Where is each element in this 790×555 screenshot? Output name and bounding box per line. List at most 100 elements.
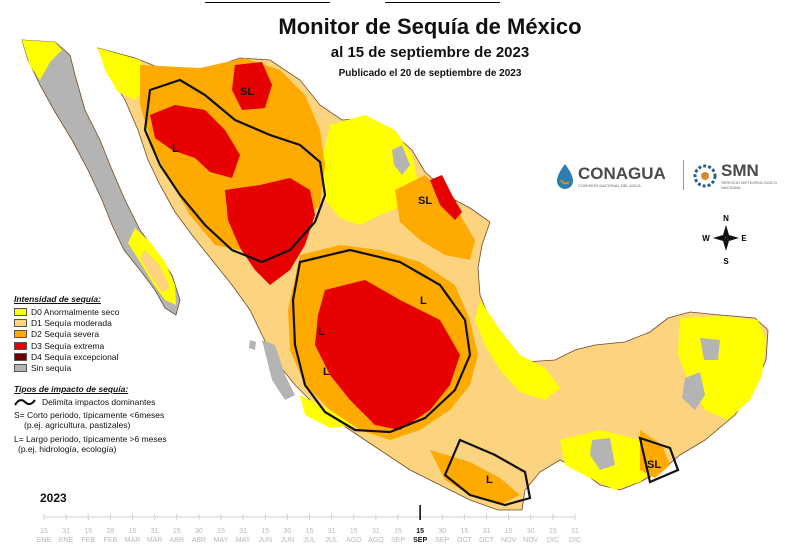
timeline-month: OCT xyxy=(457,537,473,544)
map-label-4: L xyxy=(420,295,427,307)
timeline-month: OCT xyxy=(479,537,495,544)
published-date: Publicado el 20 de septiembre de 2023 xyxy=(338,68,522,79)
conagua-tagline: COMISIÓN NACIONAL DEL AGUA xyxy=(578,182,641,188)
weather-gear-icon xyxy=(693,164,717,188)
legend-row: D4 Sequía excepcional xyxy=(14,351,214,362)
none-quintana-roo xyxy=(700,338,720,360)
map-label-8: SL xyxy=(647,459,661,471)
timeline-month: AGO xyxy=(368,537,384,544)
impact-long-1: L= Largo periodo, típicamente >6 meses xyxy=(14,434,167,444)
impact-long-2: (p.ej. hidrología, ecología) xyxy=(18,444,117,454)
timeline-day: 15 xyxy=(84,528,92,535)
compass-n: N xyxy=(723,214,729,223)
none-sinaloa xyxy=(262,340,295,400)
d0-gulf xyxy=(475,300,560,400)
timeline-day: 15 xyxy=(505,528,513,535)
timeline-month: FEB xyxy=(104,537,118,544)
none-coahuila xyxy=(392,145,410,175)
water-drop-icon xyxy=(557,164,573,189)
timeline-month: JUL xyxy=(325,537,338,544)
impact-line-row: Delimita impactos dominantes xyxy=(14,397,234,407)
timeline-month: JUN xyxy=(281,537,295,544)
intensity-legend: Intensidad de sequía: D0 Anormalmente se… xyxy=(14,294,214,374)
impact-line-icon xyxy=(14,399,36,406)
baja-d0-north xyxy=(22,40,62,80)
timeline-day: 31 xyxy=(571,528,579,535)
timeline-month: SEP xyxy=(435,537,449,544)
impact-boundary-yucatan xyxy=(638,436,680,484)
d3-central xyxy=(315,280,460,430)
smn-tagline: SERVICIO METEOROLÓGICO NACIONAL xyxy=(721,180,777,190)
d3-sonora xyxy=(150,105,240,178)
timeline-day: 30 xyxy=(527,528,535,535)
impact-short-1: S= Corto periodo, típicamente <6meses xyxy=(14,410,165,420)
map-label-7: L xyxy=(486,474,493,486)
legend-row: D3 Sequía extrema xyxy=(14,340,214,351)
timeline-month: MAY xyxy=(236,537,251,544)
legend-row: Sin sequía xyxy=(14,362,214,373)
compass-s: S xyxy=(723,257,729,266)
compass-e: E xyxy=(741,234,747,243)
timeline-day: 31 xyxy=(239,528,247,535)
legend-label: Sin sequía xyxy=(31,363,72,374)
compass-w: W xyxy=(702,234,710,243)
impact-boundary-central xyxy=(291,248,472,434)
timeline-day: 15 xyxy=(394,528,402,535)
timeline-day: 30 xyxy=(438,528,446,535)
map-label-5: L xyxy=(318,326,325,338)
timeline-day: 30 xyxy=(195,528,203,535)
baja-d1-south xyxy=(140,250,170,292)
none-yucatan xyxy=(682,372,705,410)
timeline-day: 15 xyxy=(306,528,314,535)
timeline-month: ENE xyxy=(37,537,52,544)
d3-tamaulipas xyxy=(430,175,462,220)
timeline-day: 30 xyxy=(283,528,291,535)
legend-label: D3 Sequía extrema xyxy=(31,340,105,351)
timeline-month: MAY xyxy=(214,537,229,544)
legend-row: D1 Sequía moderada xyxy=(14,317,214,328)
timeline-day: 15 xyxy=(549,528,557,535)
none-chiapas xyxy=(590,438,615,470)
impact-legend-heading: Tipos de impacto de sequía: xyxy=(14,384,129,394)
d2-oaxaca xyxy=(430,450,520,505)
map-title: Monitor de Sequía de México xyxy=(278,14,582,39)
timeline-month: ABR xyxy=(170,537,184,544)
timeline-day: 15 xyxy=(40,528,48,535)
impact-legend: Tipos de impacto de sequía: Delimita imp… xyxy=(14,384,234,454)
impact-line-label: Delimita impactos dominantes xyxy=(42,397,156,407)
timeline-month: MAR xyxy=(125,537,141,544)
timeline-day: 15 xyxy=(217,528,225,535)
timeline-day: 31 xyxy=(151,528,159,535)
timeline-month: JUN xyxy=(258,537,272,544)
timeline-month: SEP xyxy=(391,537,405,544)
top-rule-left xyxy=(205,2,330,3)
timeline-day: 28 xyxy=(106,528,114,535)
timeline-month: SEP xyxy=(413,537,427,544)
top-rule-right xyxy=(385,2,500,3)
timeline-day: 31 xyxy=(483,528,491,535)
smn-name: SMN xyxy=(721,161,759,180)
legend-row: D0 Anormalmente seco xyxy=(14,306,214,317)
timeline-month: NOV xyxy=(501,537,517,544)
none-islands xyxy=(249,340,256,350)
timeline-month: NOV xyxy=(523,537,539,544)
legend-label: D1 Sequía moderada xyxy=(31,317,112,328)
timeline: 15 ENE 31 ENE 15 FEB 28 FEB 15 MAR 31 MAR 15 ABR 30 ABR… xyxy=(37,505,581,544)
timeline-year: 2023 xyxy=(40,491,67,505)
intensity-legend-heading: Intensidad de sequía: xyxy=(14,294,101,304)
timeline-day: 15 xyxy=(173,528,181,535)
timeline-month: ENE xyxy=(59,537,74,544)
timeline-month: AGO xyxy=(346,537,362,544)
timeline-month: ABR xyxy=(192,537,206,544)
legend-swatch xyxy=(14,330,27,339)
compass-icon: N S E W xyxy=(702,214,747,266)
d0-coahuila xyxy=(322,115,418,225)
timeline-day: 31 xyxy=(372,528,380,535)
legend-swatch xyxy=(14,364,27,373)
legend-label: D2 Sequía severa xyxy=(31,329,100,340)
d3-sierra xyxy=(225,178,315,285)
smn-logo: SMN SERVICIO METEOROLÓGICO NACIONAL xyxy=(692,158,777,194)
d2-tamaulipas xyxy=(395,175,475,260)
timeline-day: 15 xyxy=(261,528,269,535)
